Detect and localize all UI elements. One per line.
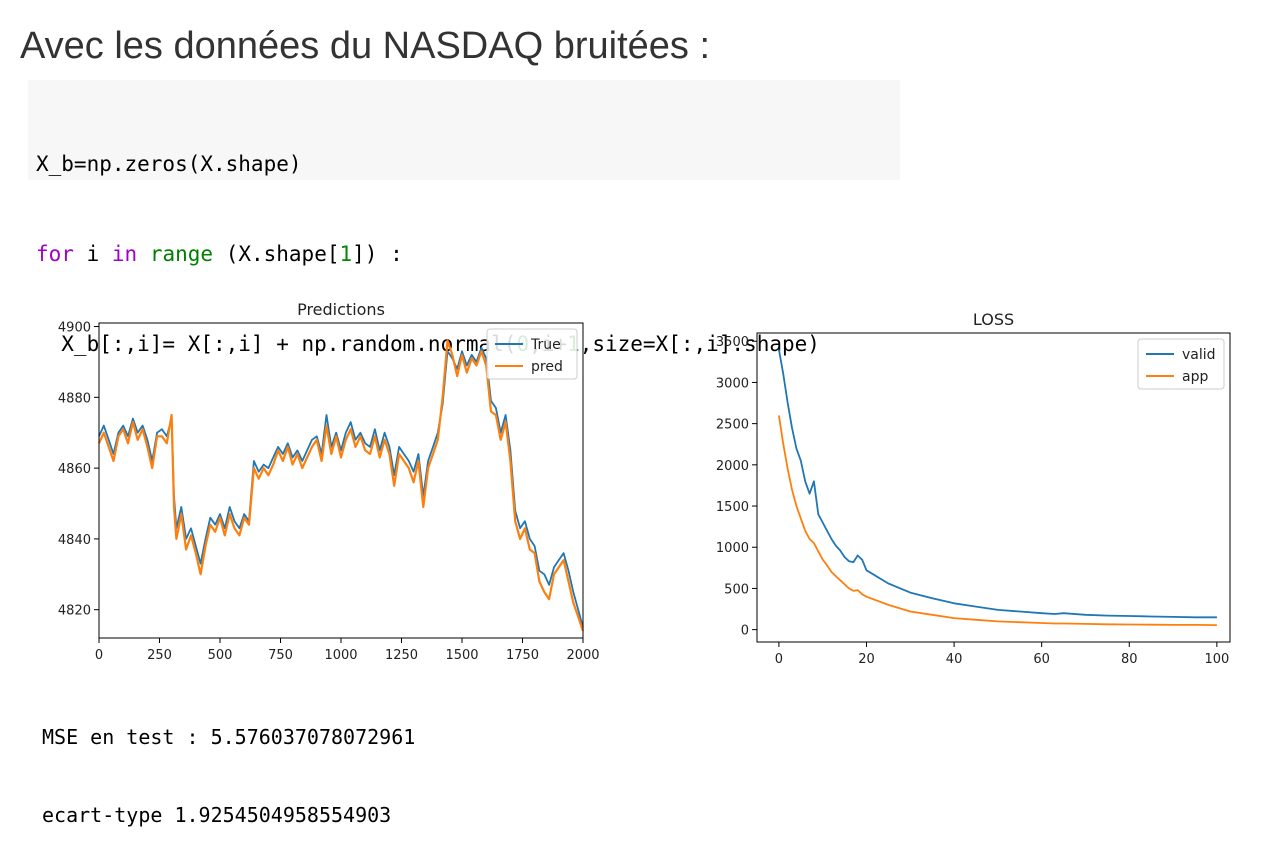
code-token: range <box>149 242 214 266</box>
code-line-1: X_b=np.zeros(X.shape) <box>36 152 302 176</box>
chart2-x-tick-label: 100 <box>1204 652 1229 667</box>
mse-text: MSE en test : 5.576037078072961 <box>42 725 416 749</box>
chart2-x-tick-label: 0 <box>775 652 783 667</box>
chart2-y-tick-label: 500 <box>724 582 749 597</box>
chart1-x-tick-label: 500 <box>208 648 233 663</box>
chart2-x-tick-label: 80 <box>1121 652 1138 667</box>
chart1-y-tick-label: 4860 <box>58 462 91 477</box>
chart1-x-tick-label: 1000 <box>324 648 357 663</box>
code-token: ]) : <box>352 242 403 266</box>
code-token: for <box>36 242 74 266</box>
code-token: in <box>111 242 138 266</box>
chart1-y-tick-label: 4880 <box>58 391 91 406</box>
chart2-y-tick-label: 1000 <box>716 541 749 556</box>
chart2-y-tick-label: 2500 <box>716 418 749 433</box>
chart1-series-pred <box>97 339 585 632</box>
code-block: X_b=np.zeros(X.shape) for i in range (X.… <box>28 80 900 356</box>
chart2-legend-label-valid: valid <box>1182 347 1216 363</box>
chart2-y-tick-label: 2000 <box>716 459 749 474</box>
chart1-legend-label-pred: pred <box>531 359 563 375</box>
std-text: ecart-type 1.9254504958554903 <box>42 803 392 827</box>
chart2-series-valid <box>778 349 1217 619</box>
chart1-title: Predictions <box>297 300 385 319</box>
chart1-legend-label-true: True <box>530 337 561 353</box>
chart2-y-tick-label: 3500 <box>716 335 749 350</box>
chart2-legend-label-app: app <box>1182 369 1208 385</box>
chart1-x-tick-label: 1500 <box>445 648 478 663</box>
stats-output: MSE en test : 5.576037078072961 ecart-ty… <box>42 672 415 854</box>
chart2-y-tick-label: 1500 <box>716 500 749 515</box>
code-token: 1 <box>339 242 353 266</box>
chart1-x-tick-label: 250 <box>147 648 172 663</box>
chart2-series-app <box>778 415 1217 626</box>
page-heading: Avec les données du NASDAQ bruitées : <box>20 25 711 67</box>
predictions-chart: Predictions 0 250 500 750 1000 1250 1500 1750 200… <box>58 300 600 663</box>
code-token: (X.shape[ <box>213 242 340 266</box>
chart2-x-tick-label: 60 <box>1033 652 1050 667</box>
chart1-x-tick-label: 2000 <box>566 648 599 663</box>
chart2-legend: valid app <box>1137 338 1225 390</box>
code-token: X_b[:,i]= X[:,i] + np.random.normal( <box>36 332 517 356</box>
code-token <box>137 242 150 266</box>
chart1-y-tick-label: 4840 <box>58 533 91 548</box>
chart1-series-true <box>98 346 584 628</box>
chart1-legend: True pred <box>486 328 578 380</box>
chart1-y-tick-label: 4900 <box>58 321 91 336</box>
chart2-x-tick-label: 40 <box>946 652 963 667</box>
chart2-x-tick-label: 20 <box>858 652 875 667</box>
chart2-y-tick-label: 3000 <box>716 376 749 391</box>
chart1-x-tick-label: 750 <box>268 648 293 663</box>
code-token: i <box>73 242 112 266</box>
chart1-x-tick-label: 0 <box>95 648 103 663</box>
chart2-y-tick-label: 0 <box>741 624 749 639</box>
chart1-x-tick-label: 1750 <box>506 648 539 663</box>
chart1-y-tick-label: 4820 <box>58 604 91 619</box>
code-line-2: for i in range (X.shape[1]) : <box>36 239 892 269</box>
chart2-title: LOSS <box>973 310 1014 329</box>
chart2-plot-frame <box>756 332 1231 643</box>
chart1-x-tick-label: 1250 <box>385 648 418 663</box>
